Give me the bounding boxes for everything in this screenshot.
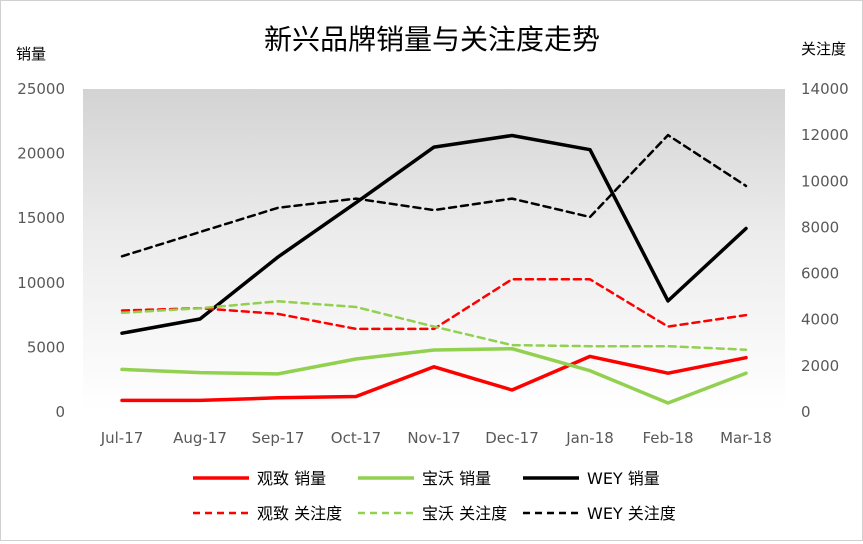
- left-y-axis: 0 5000 10000 15000 20000 25000: [17, 80, 65, 421]
- x-tick-label: Feb-18: [642, 429, 693, 447]
- legend-label: 观致 关注度: [257, 504, 342, 523]
- series-line-3: [120, 278, 748, 331]
- x-tick-label: Aug-17: [173, 429, 227, 447]
- left-y-tick-label: 5000: [27, 338, 65, 356]
- x-tick-label: Nov-17: [407, 429, 460, 447]
- right-y-tick-label: 4000: [801, 311, 839, 329]
- legend-label: WEY 关注度: [587, 504, 676, 523]
- series-line-5: [120, 133, 748, 258]
- left-y-tick-label: 15000: [17, 209, 65, 227]
- right-y-tick-label: 12000: [801, 126, 849, 144]
- x-tick-label: Sep-17: [252, 429, 305, 447]
- chart-title: 新兴品牌销量与关注度走势: [264, 23, 600, 56]
- left-axis-title: 销量: [16, 45, 46, 63]
- right-y-tick-label: 0: [801, 403, 811, 421]
- right-y-tick-label: 8000: [801, 218, 839, 236]
- right-y-axis: 0 2000 4000 6000 8000 10000 12000 14000: [801, 80, 849, 421]
- right-y-tick-label: 10000: [801, 172, 849, 190]
- x-tick-label: Dec-17: [485, 429, 539, 447]
- series-line-2: [120, 133, 748, 335]
- legend-label: 宝沃 关注度: [422, 504, 507, 523]
- legend-label: 宝沃 销量: [422, 469, 491, 488]
- plot-area: [83, 89, 785, 412]
- left-y-tick-label: 0: [55, 403, 65, 421]
- x-tick-label: Oct-17: [331, 429, 381, 447]
- left-y-tick-label: 25000: [17, 80, 65, 98]
- right-y-tick-label: 2000: [801, 357, 839, 375]
- x-tick-label: Mar-18: [720, 429, 772, 447]
- legend-label: 观致 销量: [257, 469, 326, 488]
- x-tick-label: Jan-18: [565, 429, 614, 447]
- left-y-tick-label: 10000: [17, 274, 65, 292]
- right-axis-title: 关注度: [801, 40, 846, 58]
- right-y-tick-label: 14000: [801, 80, 849, 98]
- left-y-tick-label: 20000: [17, 145, 65, 163]
- series-line-1: [120, 346, 748, 405]
- x-tick-label: Jul-17: [100, 429, 144, 447]
- series-lines: [120, 133, 748, 405]
- series-line-0: [120, 354, 748, 403]
- legend-label: WEY 销量: [587, 469, 660, 488]
- series-line-4: [120, 300, 748, 351]
- x-axis: Jul-17 Aug-17 Sep-17 Oct-17 Nov-17 Dec-17 Jan-…: [100, 429, 772, 447]
- right-y-tick-label: 6000: [801, 265, 839, 283]
